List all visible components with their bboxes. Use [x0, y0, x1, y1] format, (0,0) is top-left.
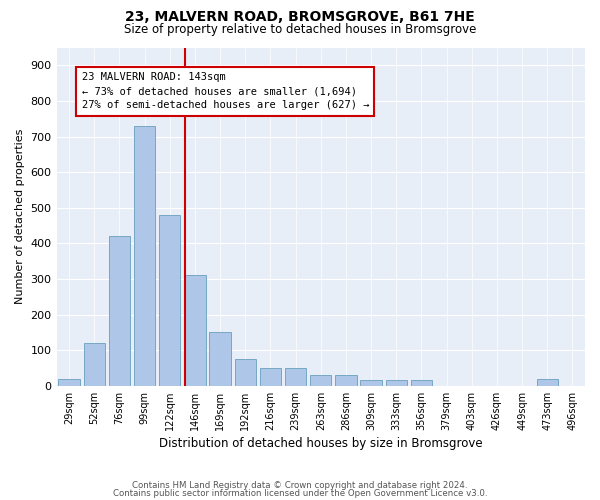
Bar: [58, 378, 80, 386]
Y-axis label: Number of detached properties: Number of detached properties: [15, 129, 25, 304]
Bar: [386, 380, 407, 386]
Bar: [235, 359, 256, 386]
Bar: [184, 276, 206, 386]
Text: Contains HM Land Registry data © Crown copyright and database right 2024.: Contains HM Land Registry data © Crown c…: [132, 481, 468, 490]
Bar: [310, 375, 331, 386]
Bar: [109, 236, 130, 386]
Text: Size of property relative to detached houses in Bromsgrove: Size of property relative to detached ho…: [124, 22, 476, 36]
Bar: [361, 380, 382, 386]
Bar: [536, 378, 558, 386]
Text: 23 MALVERN ROAD: 143sqm
← 73% of detached houses are smaller (1,694)
27% of semi: 23 MALVERN ROAD: 143sqm ← 73% of detache…: [82, 72, 369, 110]
X-axis label: Distribution of detached houses by size in Bromsgrove: Distribution of detached houses by size …: [159, 437, 482, 450]
Bar: [260, 368, 281, 386]
Bar: [285, 368, 307, 386]
Bar: [134, 126, 155, 386]
Bar: [83, 343, 105, 386]
Text: 23, MALVERN ROAD, BROMSGROVE, B61 7HE: 23, MALVERN ROAD, BROMSGROVE, B61 7HE: [125, 10, 475, 24]
Text: Contains public sector information licensed under the Open Government Licence v3: Contains public sector information licen…: [113, 488, 487, 498]
Bar: [411, 380, 432, 386]
Bar: [335, 375, 356, 386]
Bar: [209, 332, 231, 386]
Bar: [159, 215, 181, 386]
